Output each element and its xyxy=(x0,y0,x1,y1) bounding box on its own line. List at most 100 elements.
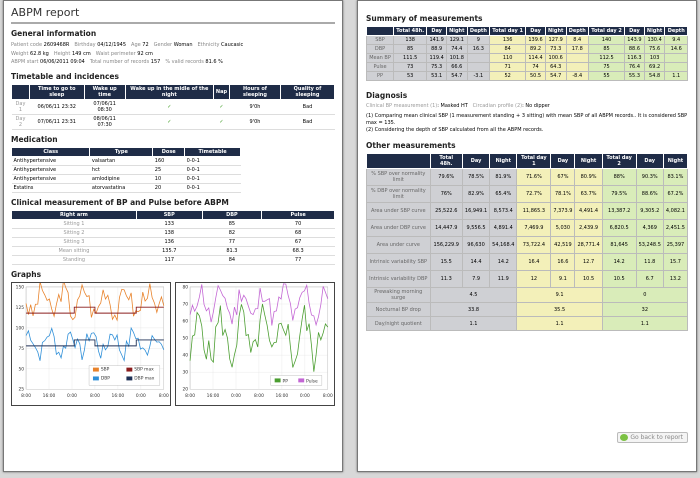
table-cell: 135.7 xyxy=(136,246,203,256)
table-cell: 25,522.6 xyxy=(429,202,463,220)
table-cell: 11,865.3 xyxy=(516,202,552,220)
medication-table: Class Type Dose Timetable Antihypertensive va… xyxy=(10,146,241,193)
column-header: Class xyxy=(10,146,91,157)
table-cell: 129.1 xyxy=(445,35,468,45)
table-cell: Antihypertensive xyxy=(11,156,90,166)
table-cell: 88.6 xyxy=(624,44,645,54)
column-header: Night xyxy=(574,153,603,169)
table-row: Area under curve 156,229.9 96,630 54,168.4 7… xyxy=(366,236,689,254)
y-tick-label: 60 xyxy=(182,318,188,324)
table-cell: 96,630 xyxy=(461,236,491,254)
table-cell: 156,229.9 xyxy=(429,236,463,254)
back-to-report-button[interactable]: Go back to report xyxy=(617,432,688,443)
column-header: Depth xyxy=(664,26,688,36)
x-tick-label: 8:00 xyxy=(21,393,31,399)
table-cell: 28,771.4 xyxy=(574,236,603,254)
table-cell: 07/06/11 23:31 xyxy=(29,114,85,130)
table-cell: Antihypertensive xyxy=(11,174,90,184)
table-cell: 54.8 xyxy=(643,71,666,81)
column-header xyxy=(365,26,395,36)
y-tick-label: 30 xyxy=(182,369,188,375)
column-header xyxy=(366,153,431,169)
table-cell: 85 xyxy=(587,44,626,54)
table-cell: 16.3 xyxy=(466,44,491,54)
table-cell: Sitting 3 xyxy=(11,237,137,247)
table-cell: 15.5 xyxy=(429,253,463,271)
column-header: Pulse xyxy=(261,209,335,220)
table-row: Sitting 1 133 85 70 xyxy=(11,219,335,229)
table-cell: 20 xyxy=(152,183,185,193)
table-cell: 13,387.2 xyxy=(601,202,637,220)
table-cell: 4,369 xyxy=(635,219,664,237)
table-cell: 81.9% xyxy=(489,168,518,186)
medication-heading: Medication xyxy=(11,134,58,144)
table-cell: 0-0-1 xyxy=(184,156,241,166)
legend-label: Pulse xyxy=(306,378,318,384)
table-cell: 84 xyxy=(202,255,262,265)
summary-heading: Summary of measurements xyxy=(366,14,483,23)
table-row: Intrinsic variability SBP 15.5 14.4 14.2 16.… xyxy=(366,253,689,271)
table-cell xyxy=(466,62,491,72)
table-cell: hct xyxy=(89,165,153,175)
legend-swatch xyxy=(126,367,133,372)
info-field: Birthday 04/12/1945 xyxy=(74,42,127,48)
y-tick-label: 40 xyxy=(182,352,188,358)
general-info-heading: General information xyxy=(11,29,97,38)
table-cell: 112.5 xyxy=(587,53,626,63)
info-field: Height 149 cm xyxy=(53,50,91,57)
table-cell: 67% xyxy=(550,168,576,186)
table-cell: DBP xyxy=(365,44,395,54)
table-cell: Bad xyxy=(280,99,335,115)
table-cell: 11.8 xyxy=(635,253,664,271)
y-tick-label: 100 xyxy=(16,325,25,331)
table-row: Day 1 06/06/11 23:32 07/06/11 08:30 ✓ ✓ 9'0h B… xyxy=(11,99,335,115)
diagnosis-heading: Diagnosis xyxy=(366,91,408,100)
table-cell: 73.3 xyxy=(544,44,567,54)
table-cell: 66.6 xyxy=(445,62,468,72)
x-tick-label: 8:00 xyxy=(90,393,100,399)
legend-label: DBP max xyxy=(134,375,154,381)
legend-swatch xyxy=(274,377,281,382)
table-cell: Estatins xyxy=(11,183,90,193)
table-cell xyxy=(565,62,589,72)
table-cell: 9.1 xyxy=(550,270,576,288)
table-cell: 88.9 xyxy=(426,44,447,54)
table-cell: 7.9 xyxy=(461,270,491,288)
table-cell: Intrinsic variability DBP xyxy=(366,270,431,288)
table-row: Mean BP 111.5 119.4 101.8 110 114.4 100.6 112.5… xyxy=(365,53,688,63)
table-row: Antihypertensive amlodipine 10 0-0-1 xyxy=(11,174,241,184)
column-header: Total 48h. xyxy=(429,153,463,169)
table-cell: 75.6 xyxy=(643,44,666,54)
column-header: Time to go to sleep xyxy=(28,83,85,100)
table-cell: 53.1 xyxy=(426,71,447,81)
table-cell: Area under curve xyxy=(366,236,431,254)
column-header: Wake up in the midle of the night xyxy=(124,83,214,100)
table-cell: 136 xyxy=(489,35,527,45)
column-header: Night xyxy=(489,153,518,169)
sbp-max-series xyxy=(26,306,164,314)
column-header: Total day 1 xyxy=(516,153,552,169)
table-cell: 4,891.4 xyxy=(489,219,518,237)
x-tick-label: 8:00 xyxy=(323,393,333,399)
table-row: DBP 85 88.9 74.4 16.3 84 89.2 73.3 17.8 85 88.6 75.… xyxy=(365,44,688,54)
table-cell: 70 xyxy=(261,219,335,229)
table-cell: 82 xyxy=(202,228,262,238)
table-cell: 119.4 xyxy=(426,53,447,63)
timetable-heading: Timetable and incidences xyxy=(11,71,119,81)
legend-swatch xyxy=(298,377,305,382)
column-header xyxy=(11,83,30,100)
table-cell: 11.3 xyxy=(429,270,463,288)
table-cell: 139.6 xyxy=(525,35,546,45)
table-cell: 140 xyxy=(587,35,626,45)
column-header: Day xyxy=(461,153,491,169)
table-cell: 8,573.4 xyxy=(489,202,518,220)
column-header: Dose xyxy=(152,146,186,157)
table-cell: PP xyxy=(365,71,395,81)
table-cell: 75.3 xyxy=(426,62,447,72)
table-row: Day/night quotient 1.1 1.1 1.1 xyxy=(366,316,689,331)
legend-label: SBP max xyxy=(134,366,154,372)
legend-swatch xyxy=(126,375,133,380)
report-title: ABPM report xyxy=(11,6,335,24)
table-row: SBP 138 141.9 129.1 9 136 139.6 127.9 8.4 140 143.… xyxy=(365,35,688,45)
